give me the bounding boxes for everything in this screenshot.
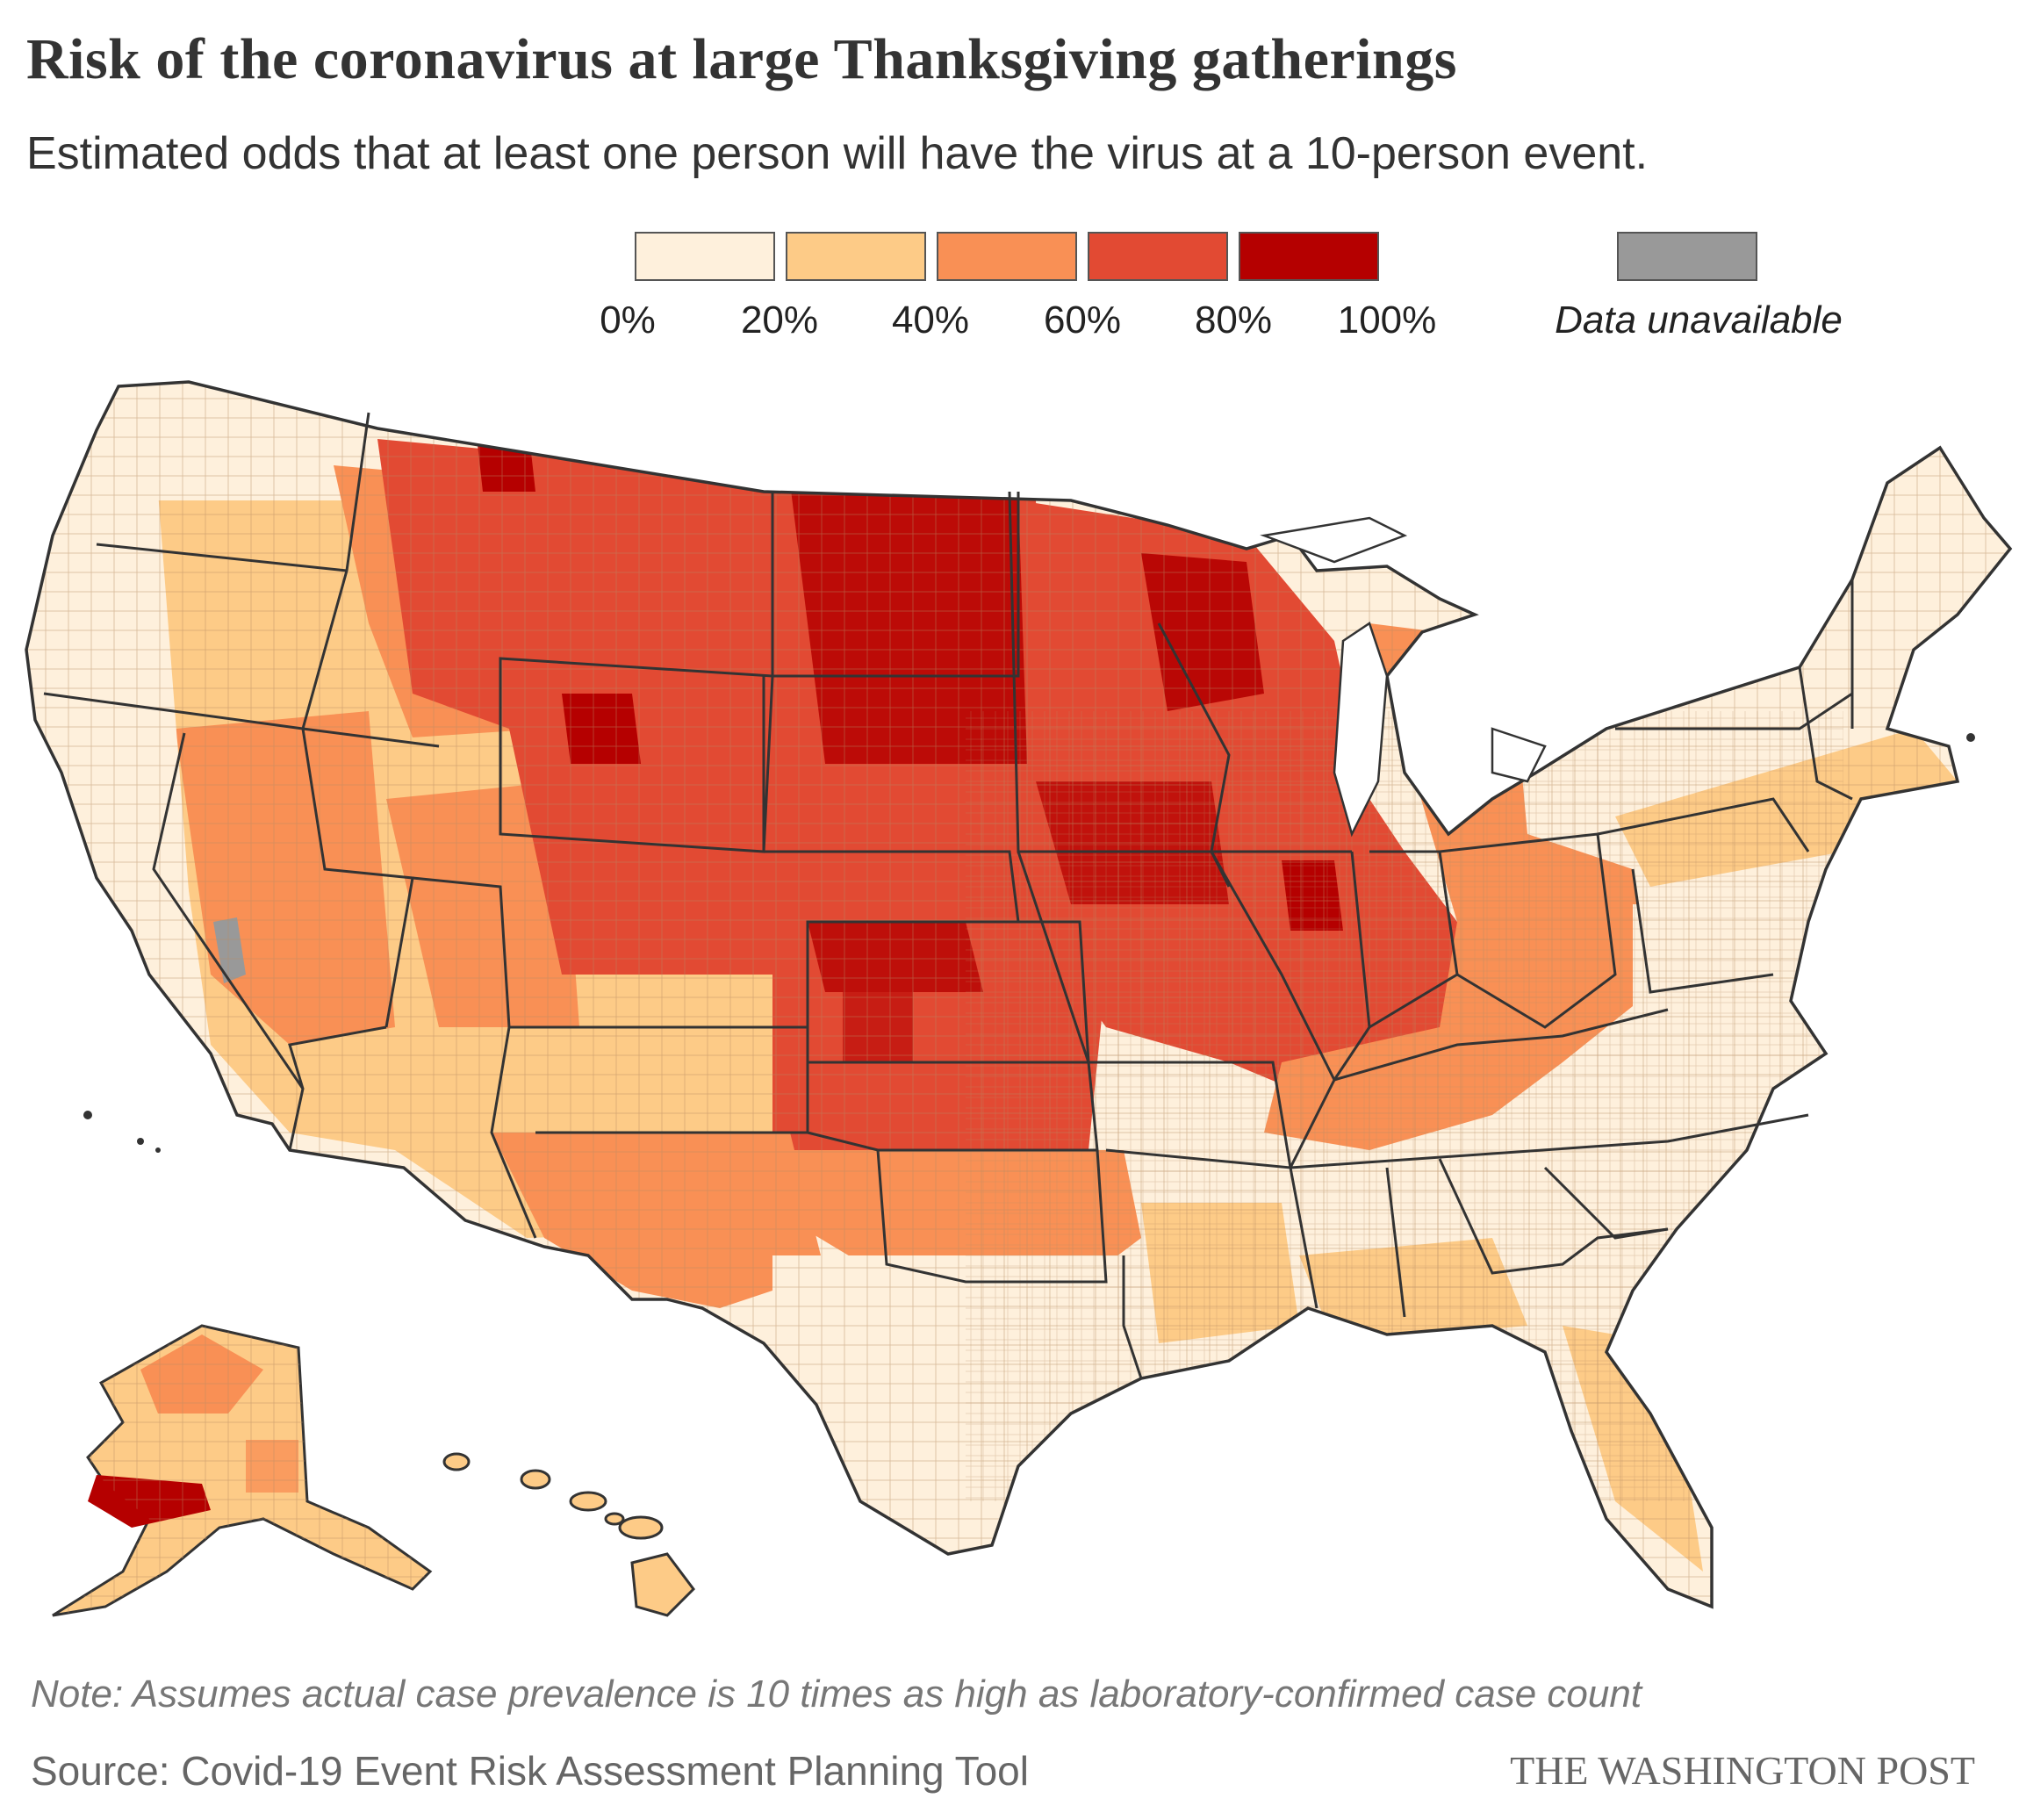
legend-swatch-20-40 xyxy=(786,232,926,281)
hawaii xyxy=(442,1452,695,1617)
great-lakes xyxy=(1260,516,1547,838)
legend-tick: 40% xyxy=(891,299,970,342)
state-borders xyxy=(43,412,1854,1379)
legend-tick: 0% xyxy=(600,299,656,342)
chart-source: Source: Covid-19 Event Risk Assessment P… xyxy=(31,1748,1029,1794)
legend-swatch-unavailable xyxy=(1617,232,1757,281)
legend-swatch-60-80 xyxy=(1088,232,1228,281)
alaska xyxy=(52,1324,433,1617)
legend-tick: 100% xyxy=(1337,299,1437,342)
legend-swatch-40-60 xyxy=(937,232,1077,281)
legend-tick: 20% xyxy=(740,299,819,342)
chart-subtitle: Estimated odds that at least one person … xyxy=(26,128,1649,179)
us-map xyxy=(0,360,2019,1659)
islands xyxy=(83,733,1975,1153)
legend: 0% 20% 40% 60% 80% 100% Data unavailable xyxy=(0,0,2019,369)
legend-tick: 80% xyxy=(1194,299,1273,342)
publisher-credit: THE WASHINGTON POST xyxy=(1510,1748,1975,1793)
legend-tick: 60% xyxy=(1043,299,1122,342)
legend-swatch-80-100 xyxy=(1239,232,1379,281)
legend-swatch-0-20 xyxy=(635,232,775,281)
chart-note: Note: Assumes actual case prevalence is … xyxy=(31,1673,1642,1716)
chart-title: Risk of the coronavirus at large Thanksg… xyxy=(26,27,1457,91)
legend-unavailable-label: Data unavailable xyxy=(1555,299,1843,342)
